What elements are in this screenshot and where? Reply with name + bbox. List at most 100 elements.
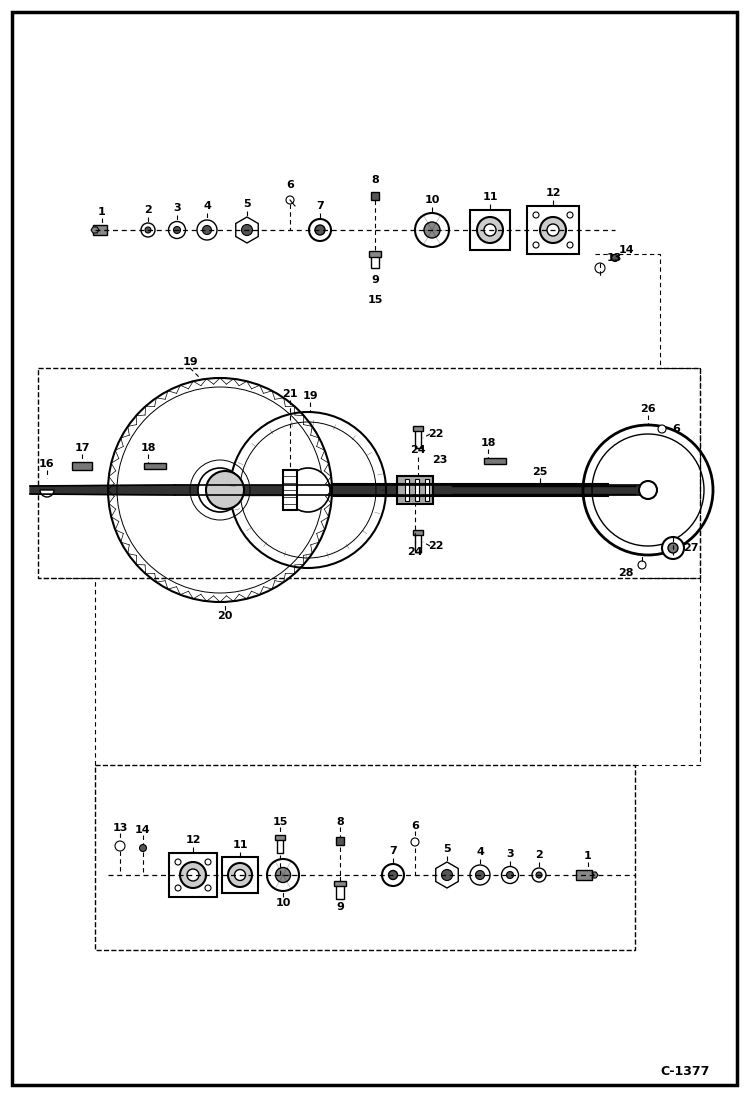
Polygon shape [236, 217, 258, 244]
Bar [576, 870, 592, 880]
Text: 5: 5 [443, 844, 451, 853]
Circle shape [141, 223, 155, 237]
Bar [93, 225, 107, 235]
Circle shape [202, 226, 211, 235]
Bar [371, 252, 379, 268]
Text: 12: 12 [545, 188, 561, 197]
Circle shape [547, 224, 559, 236]
Circle shape [145, 227, 151, 233]
Circle shape [502, 867, 518, 883]
Circle shape [476, 871, 485, 880]
Text: 22: 22 [428, 429, 443, 439]
Circle shape [139, 845, 147, 851]
Circle shape [424, 222, 440, 238]
Text: 10: 10 [276, 898, 291, 908]
Circle shape [267, 859, 299, 891]
Circle shape [206, 471, 244, 509]
Text: 10: 10 [425, 195, 440, 205]
Polygon shape [200, 485, 400, 495]
Text: 6: 6 [286, 180, 294, 190]
Text: 23: 23 [432, 455, 448, 465]
Text: 8: 8 [371, 176, 379, 185]
Text: 11: 11 [232, 840, 248, 850]
Text: 14: 14 [135, 825, 151, 835]
Circle shape [441, 870, 452, 881]
Circle shape [197, 220, 217, 240]
Circle shape [175, 859, 181, 866]
Circle shape [477, 217, 503, 244]
Bar [484, 459, 506, 464]
Bar [275, 835, 285, 840]
Bar [413, 530, 423, 535]
Bar [336, 837, 344, 845]
Bar [72, 462, 92, 470]
Text: 3: 3 [173, 203, 181, 213]
Circle shape [658, 425, 666, 433]
Text: 19: 19 [302, 391, 318, 402]
Bar [415, 428, 421, 448]
Text: 28: 28 [618, 568, 634, 578]
Circle shape [662, 538, 684, 559]
Text: 1: 1 [584, 851, 592, 861]
Text: 7: 7 [316, 201, 324, 211]
Bar [415, 532, 421, 552]
Circle shape [389, 871, 398, 880]
Circle shape [309, 219, 331, 241]
Bar [415, 479, 419, 501]
Circle shape [205, 885, 211, 891]
Text: 20: 20 [217, 611, 233, 621]
Text: 15: 15 [273, 817, 288, 827]
Circle shape [540, 217, 566, 244]
Circle shape [506, 871, 514, 879]
Text: 12: 12 [185, 835, 201, 845]
Circle shape [611, 255, 619, 261]
Text: 3: 3 [506, 849, 514, 859]
Text: 9: 9 [336, 902, 344, 912]
Polygon shape [592, 872, 598, 878]
Circle shape [276, 868, 291, 882]
Circle shape [638, 561, 646, 569]
Text: 6: 6 [672, 425, 680, 434]
Bar [371, 192, 379, 200]
Text: 2: 2 [535, 850, 543, 860]
Circle shape [175, 885, 181, 891]
Circle shape [639, 480, 657, 499]
Circle shape [411, 838, 419, 846]
Text: 6: 6 [411, 821, 419, 832]
Text: 14: 14 [619, 245, 635, 255]
Bar [95, 765, 635, 950]
Circle shape [668, 543, 678, 553]
Circle shape [470, 866, 490, 885]
Bar [38, 367, 700, 578]
Bar [527, 206, 579, 255]
Circle shape [532, 868, 546, 882]
Bar [470, 210, 510, 250]
Circle shape [187, 869, 199, 881]
Text: 8: 8 [336, 817, 344, 827]
Wedge shape [40, 490, 54, 497]
Circle shape [533, 212, 539, 218]
Text: 13: 13 [606, 253, 622, 263]
Circle shape [180, 862, 206, 887]
Text: 1: 1 [98, 207, 106, 217]
Polygon shape [452, 486, 635, 494]
Polygon shape [436, 862, 458, 887]
Text: 13: 13 [112, 823, 127, 833]
Text: 22: 22 [428, 541, 443, 551]
Bar [144, 463, 166, 470]
Text: 24: 24 [407, 547, 423, 557]
Circle shape [382, 864, 404, 886]
Circle shape [241, 225, 252, 236]
Text: 11: 11 [482, 192, 498, 202]
Circle shape [536, 872, 542, 878]
Bar [425, 479, 429, 501]
Text: 19: 19 [182, 357, 198, 367]
Bar [397, 476, 433, 504]
Text: C-1377: C-1377 [661, 1065, 710, 1078]
Circle shape [415, 213, 449, 247]
Circle shape [315, 225, 325, 235]
Circle shape [567, 242, 573, 248]
Circle shape [198, 468, 242, 512]
Bar [277, 837, 283, 853]
Text: 21: 21 [282, 389, 298, 399]
